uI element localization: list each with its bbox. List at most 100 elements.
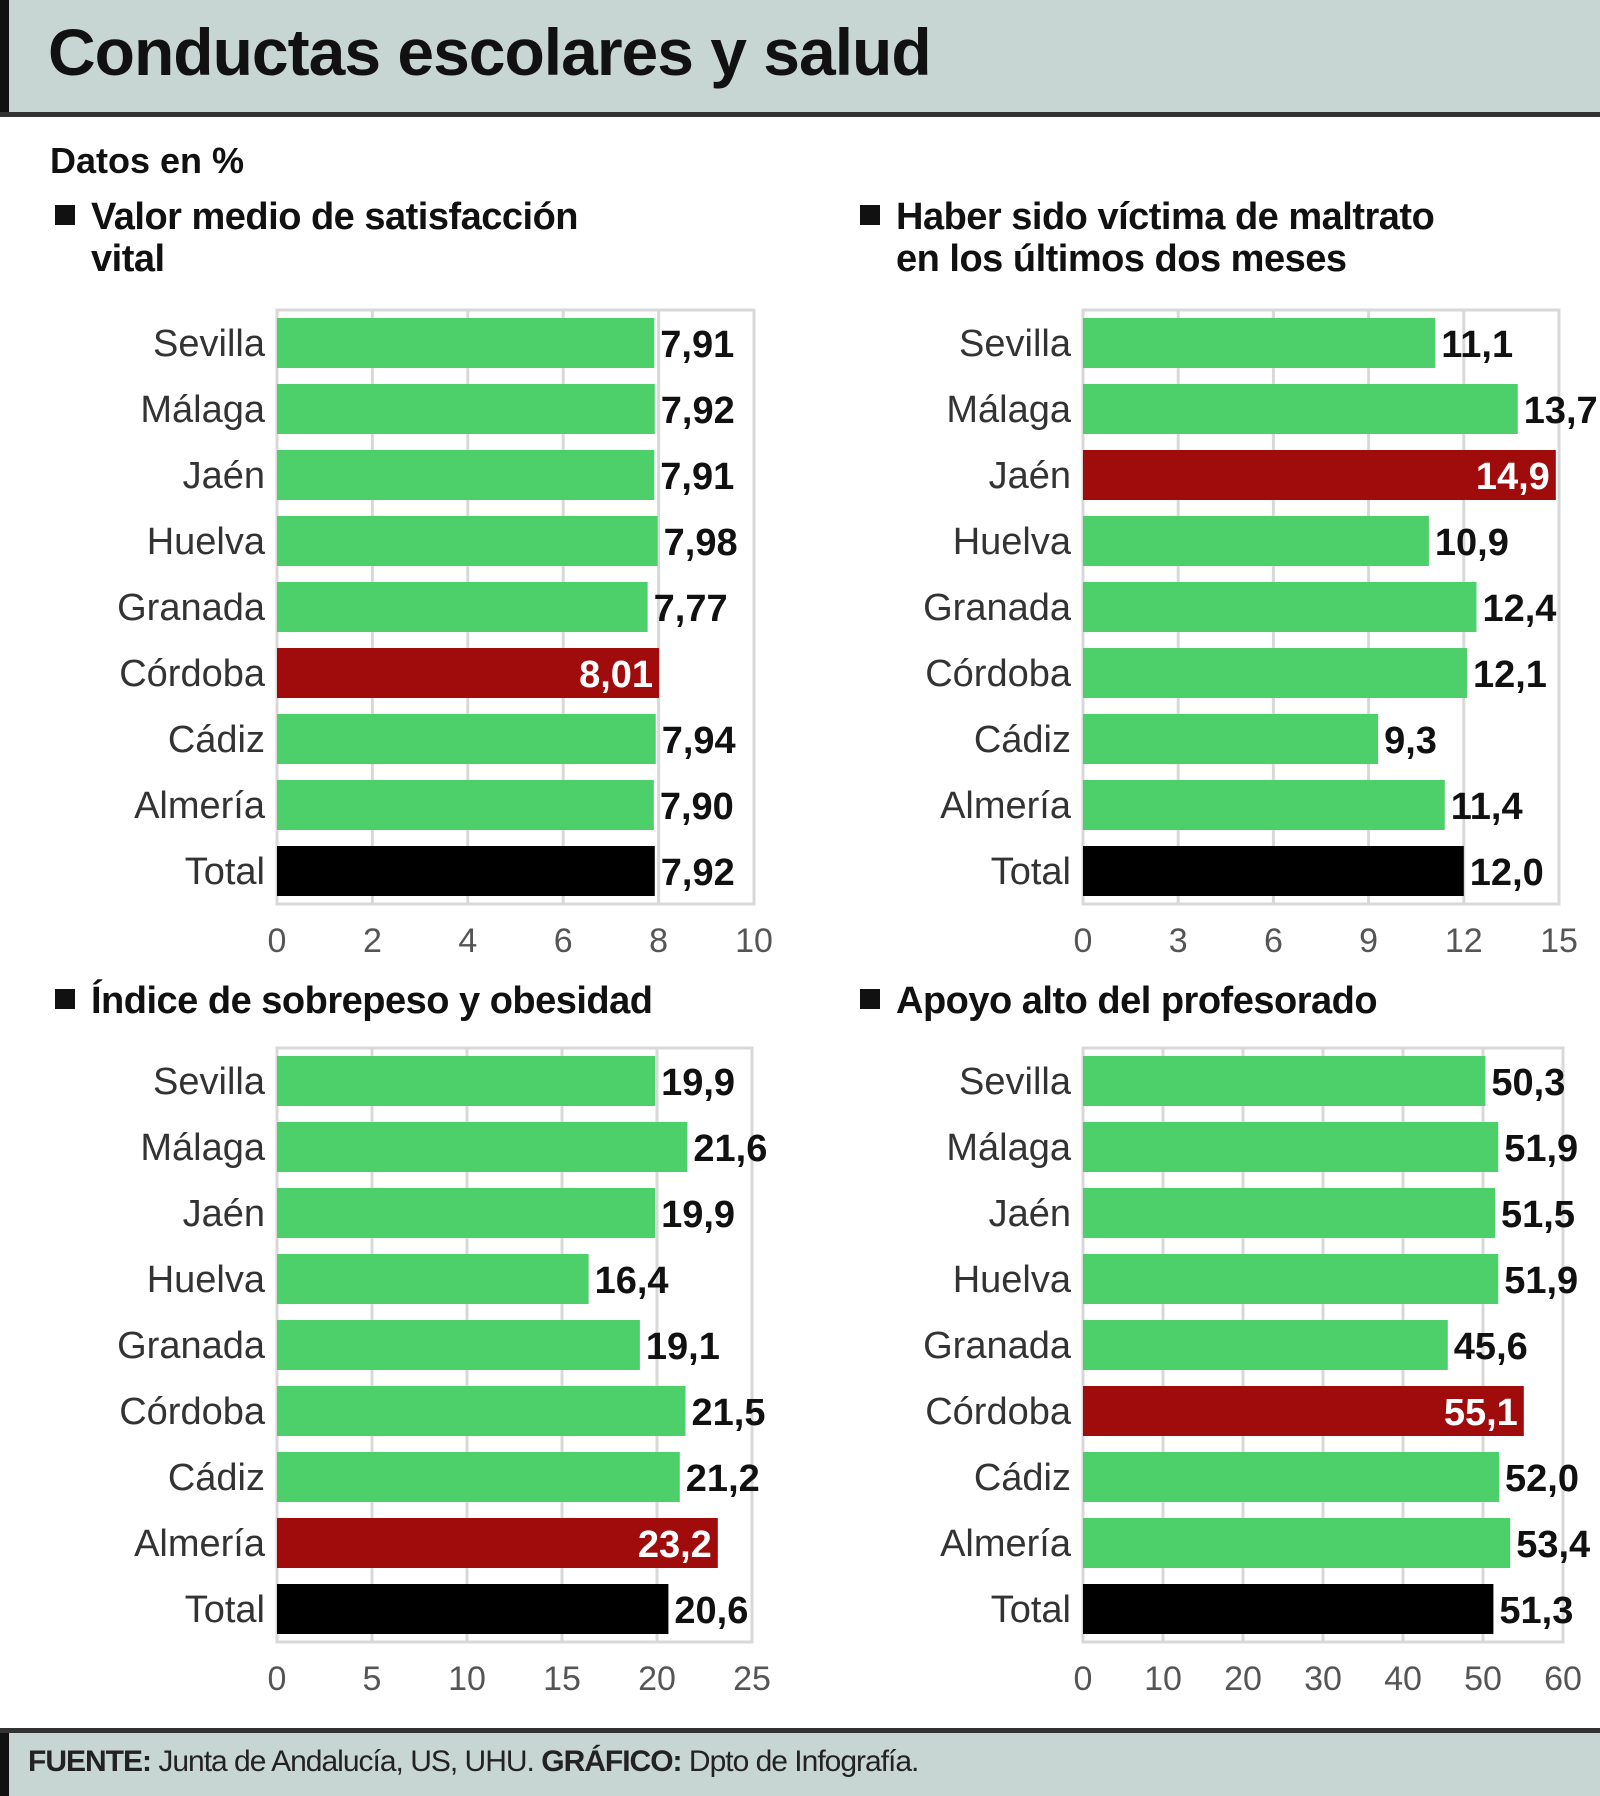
category-label: Sevilla xyxy=(959,1061,1072,1103)
x-tick-label: 0 xyxy=(268,1660,287,1698)
bar-córdoba xyxy=(1083,1386,1524,1436)
data-label: 12,0 xyxy=(1470,852,1544,894)
category-label: Huelva xyxy=(147,1259,266,1301)
x-tick-label: 5 xyxy=(363,1660,382,1698)
data-label: 9,3 xyxy=(1384,720,1437,762)
page-title: Conductas escolares y salud xyxy=(48,15,932,89)
category-label: Almería xyxy=(940,1523,1072,1565)
category-label: Málaga xyxy=(946,1127,1071,1169)
data-label: 12,1 xyxy=(1473,654,1547,696)
bar-cádiz xyxy=(277,1452,680,1502)
header-band: Conductas escolares y salud xyxy=(0,0,1600,117)
units-subtitle: Datos en % xyxy=(50,140,245,181)
bar-granada xyxy=(277,1320,640,1370)
bar-jaén xyxy=(277,450,655,500)
data-label: 8,01 xyxy=(579,654,653,696)
data-label: 53,4 xyxy=(1516,1524,1590,1566)
source-credit: FUENTE: Junta de Andalucía, US, UHU. GRÁ… xyxy=(28,1745,920,1779)
bar-granada xyxy=(1083,1320,1448,1370)
data-label: 21,2 xyxy=(686,1458,760,1500)
bar-almería xyxy=(277,1518,718,1568)
graphic-label: GRÁFICO: xyxy=(541,1745,682,1778)
data-label: 52,0 xyxy=(1505,1458,1579,1500)
bar-sevilla xyxy=(277,1056,656,1106)
category-label: Sevilla xyxy=(959,323,1072,365)
bar-total xyxy=(1083,846,1464,896)
data-label: 45,6 xyxy=(1454,1326,1528,1368)
category-label: Jaén xyxy=(989,1193,1071,1235)
chart-title-maltreatment: Haber sido víctima de maltrato en los últ… xyxy=(860,196,1435,280)
category-label: Almería xyxy=(134,785,266,827)
bar-sevilla xyxy=(1083,318,1436,368)
x-tick-label: 0 xyxy=(1074,922,1093,960)
category-label: Sevilla xyxy=(153,323,266,365)
bar-total xyxy=(1083,1584,1494,1634)
category-label: Granada xyxy=(923,587,1072,629)
data-label: 14,9 xyxy=(1476,456,1550,498)
chart-title-line: en los últimos dos meses xyxy=(896,238,1347,280)
bar-almería xyxy=(277,780,654,830)
data-label: 51,9 xyxy=(1504,1128,1578,1170)
x-tick-label: 6 xyxy=(554,922,573,960)
x-tick-label: 0 xyxy=(1074,1660,1093,1698)
x-tick-label: 30 xyxy=(1304,1660,1342,1698)
bar-total xyxy=(277,1584,669,1634)
category-label: Sevilla xyxy=(153,1061,266,1103)
category-label: Córdoba xyxy=(925,653,1072,695)
category-label: Total xyxy=(185,1589,265,1631)
data-label: 11,1 xyxy=(1441,324,1513,366)
bar-huelva xyxy=(1083,516,1429,566)
bar-sevilla xyxy=(1083,1056,1486,1106)
data-label: 7,92 xyxy=(661,390,735,432)
bar-granada xyxy=(1083,582,1477,632)
x-tick-label: 60 xyxy=(1544,1660,1582,1698)
data-label: 21,5 xyxy=(692,1392,766,1434)
x-tick-label: 9 xyxy=(1359,922,1378,960)
bar-córdoba xyxy=(277,1386,686,1436)
category-label: Granada xyxy=(923,1325,1072,1367)
category-label: Almería xyxy=(940,785,1072,827)
data-label: 13,7 xyxy=(1524,390,1598,432)
x-tick-label: 4 xyxy=(458,922,477,960)
data-label: 23,2 xyxy=(638,1524,712,1566)
chart-title-line: Valor medio de satisfacción xyxy=(91,196,579,238)
category-label: Huelva xyxy=(147,521,266,563)
x-tick-label: 15 xyxy=(1540,922,1578,960)
bar-huelva xyxy=(1083,1254,1499,1304)
data-label: 7,90 xyxy=(660,786,734,828)
bar-málaga xyxy=(277,1122,688,1172)
chart-title-satisfaction: Valor medio de satisfacción vital xyxy=(55,196,579,280)
x-tick-label: 10 xyxy=(735,922,773,960)
data-label: 10,9 xyxy=(1435,522,1509,564)
data-label: 7,77 xyxy=(654,588,728,630)
category-label: Huelva xyxy=(953,1259,1072,1301)
chart-title-teacher-support: Apoyo alto del profesorado xyxy=(860,980,1378,1022)
bar-málaga xyxy=(1083,1122,1499,1172)
category-label: Jaén xyxy=(183,455,265,497)
source-label: FUENTE: xyxy=(28,1745,152,1778)
bullet-square-icon xyxy=(860,205,880,225)
x-tick-label: 20 xyxy=(638,1660,676,1698)
bar-málaga xyxy=(277,384,655,434)
data-label: 7,94 xyxy=(662,720,736,762)
category-label: Córdoba xyxy=(925,1391,1072,1433)
bar-jaén xyxy=(1083,1188,1495,1238)
graphic-text: Dpto de Infografía. xyxy=(681,1745,920,1778)
x-tick-label: 6 xyxy=(1264,922,1283,960)
data-label: 12,4 xyxy=(1482,588,1556,630)
data-label: 7,92 xyxy=(661,852,735,894)
category-label: Cádiz xyxy=(168,719,265,761)
category-label: Huelva xyxy=(953,521,1072,563)
category-label: Córdoba xyxy=(119,653,266,695)
bar-córdoba xyxy=(277,648,660,698)
chart-title-overweight: Índice de sobrepeso y obesidad xyxy=(55,980,653,1022)
category-label: Málaga xyxy=(140,1127,265,1169)
data-label: 19,9 xyxy=(661,1194,735,1236)
x-tick-label: 2 xyxy=(363,922,382,960)
category-label: Cádiz xyxy=(168,1457,265,1499)
data-label: 51,5 xyxy=(1501,1194,1575,1236)
chart-title-line: vital xyxy=(91,238,165,280)
category-label: Jaén xyxy=(989,455,1071,497)
x-tick-label: 0 xyxy=(268,922,287,960)
